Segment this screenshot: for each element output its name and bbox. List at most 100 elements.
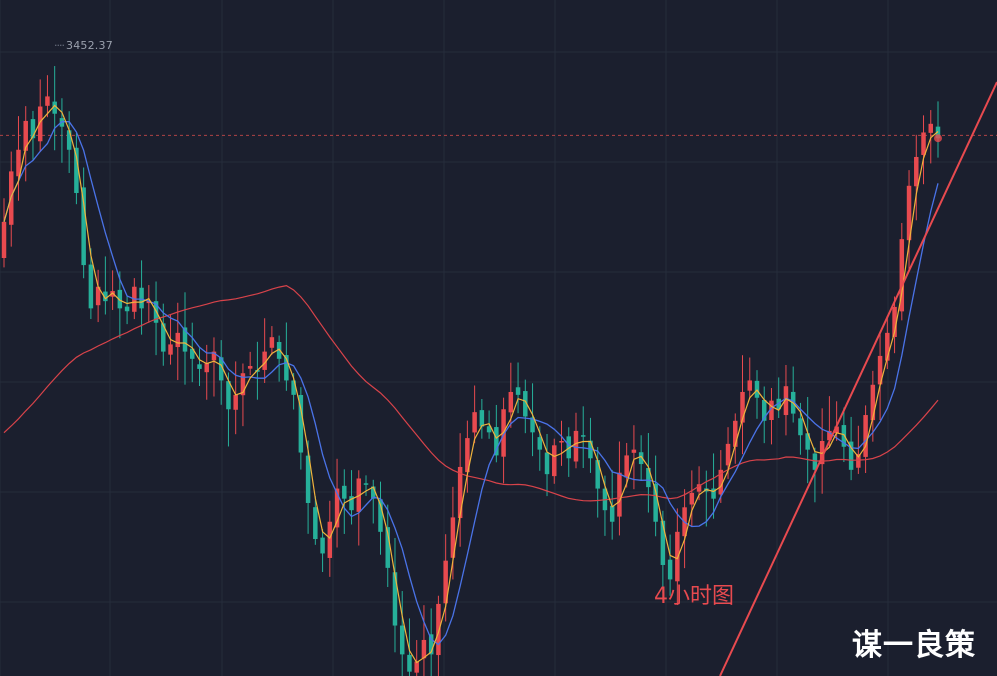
candle bbox=[769, 388, 774, 445]
candle-body bbox=[436, 603, 441, 656]
candle-body bbox=[182, 327, 188, 352]
candle bbox=[226, 372, 231, 447]
candle bbox=[465, 420, 470, 493]
candle-body bbox=[486, 426, 492, 433]
candle-body bbox=[95, 286, 101, 306]
candle-body bbox=[544, 452, 550, 475]
candle-body bbox=[37, 106, 43, 142]
candle-body bbox=[81, 187, 86, 266]
candle bbox=[617, 441, 622, 536]
candle-body bbox=[675, 531, 680, 582]
candle bbox=[870, 370, 876, 442]
candle bbox=[559, 420, 564, 466]
candle-body bbox=[190, 348, 195, 359]
candle-body bbox=[124, 306, 130, 312]
candle-body bbox=[870, 384, 876, 421]
candle-body bbox=[320, 537, 325, 554]
candle-body bbox=[841, 425, 847, 447]
candle bbox=[233, 361, 238, 435]
candle bbox=[45, 75, 50, 118]
candle bbox=[523, 379, 528, 434]
candle bbox=[298, 387, 304, 470]
candle-body bbox=[66, 130, 72, 150]
candle bbox=[197, 348, 202, 387]
candle-body bbox=[88, 264, 94, 309]
candle bbox=[899, 222, 905, 321]
high-price-value: 3452.37 bbox=[66, 39, 113, 52]
candle-body bbox=[877, 355, 883, 385]
candle-body bbox=[472, 412, 477, 433]
candle bbox=[530, 383, 535, 457]
candle-body bbox=[740, 391, 745, 423]
candle-body bbox=[798, 418, 803, 436]
candle-body bbox=[103, 291, 108, 302]
candle-body bbox=[392, 572, 398, 626]
candle-body bbox=[269, 337, 275, 348]
candle bbox=[428, 608, 434, 676]
candle bbox=[624, 442, 629, 488]
candle bbox=[689, 470, 695, 527]
candle-body bbox=[276, 342, 282, 359]
candle-body bbox=[595, 460, 600, 489]
candle-body bbox=[863, 415, 868, 457]
candle bbox=[921, 115, 926, 185]
candle bbox=[675, 508, 680, 606]
candle-body bbox=[559, 440, 564, 443]
candle-body bbox=[313, 507, 318, 540]
candle bbox=[566, 427, 571, 477]
candle bbox=[819, 408, 825, 494]
candle bbox=[269, 326, 275, 355]
candle bbox=[262, 318, 267, 383]
candle bbox=[914, 134, 919, 221]
candle bbox=[218, 340, 224, 405]
candle bbox=[407, 618, 412, 676]
candle-body bbox=[218, 357, 224, 381]
candle-body bbox=[428, 634, 434, 655]
candle bbox=[23, 106, 28, 182]
candle bbox=[906, 170, 912, 272]
candle bbox=[776, 377, 781, 418]
candle-body bbox=[298, 394, 304, 453]
candle bbox=[81, 167, 86, 279]
candle-body bbox=[175, 332, 181, 348]
candle-body bbox=[378, 499, 383, 532]
candle bbox=[392, 537, 398, 653]
candle bbox=[399, 591, 405, 676]
candle bbox=[479, 399, 485, 439]
candle bbox=[74, 133, 79, 205]
candle-body bbox=[566, 436, 571, 459]
candle-body bbox=[30, 119, 36, 139]
candle-body bbox=[465, 438, 470, 473]
candle-body bbox=[914, 156, 919, 187]
candle-body bbox=[52, 101, 57, 114]
candle bbox=[146, 285, 152, 323]
candle-body bbox=[761, 399, 767, 421]
candle bbox=[812, 447, 818, 503]
ma-fast-line bbox=[3, 104, 939, 664]
candle bbox=[928, 110, 934, 164]
candle bbox=[385, 504, 390, 588]
candle-body bbox=[407, 654, 412, 672]
candle bbox=[573, 412, 579, 469]
candle bbox=[1, 198, 7, 268]
candle-body bbox=[646, 467, 651, 488]
candle-body bbox=[725, 443, 731, 466]
candle-body bbox=[284, 354, 289, 381]
candle bbox=[363, 475, 369, 496]
candle bbox=[609, 469, 615, 540]
candle-body bbox=[892, 306, 897, 337]
candle bbox=[544, 434, 550, 497]
candle bbox=[827, 396, 832, 447]
ma-mid-line bbox=[3, 121, 939, 646]
candle bbox=[747, 357, 752, 399]
candle-body bbox=[885, 332, 890, 361]
candle bbox=[117, 271, 123, 339]
candle bbox=[349, 470, 354, 525]
candle-body bbox=[711, 488, 716, 499]
candle bbox=[631, 425, 637, 490]
candle-body bbox=[479, 410, 485, 427]
candle-body bbox=[573, 430, 579, 462]
candle bbox=[892, 296, 897, 354]
candle-body bbox=[856, 453, 861, 468]
candle-body bbox=[23, 120, 28, 151]
